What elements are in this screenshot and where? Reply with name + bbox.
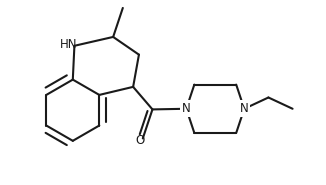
Text: O: O xyxy=(135,134,144,147)
Text: N: N xyxy=(240,102,249,115)
Text: N: N xyxy=(182,102,191,115)
Text: HN: HN xyxy=(60,38,77,51)
